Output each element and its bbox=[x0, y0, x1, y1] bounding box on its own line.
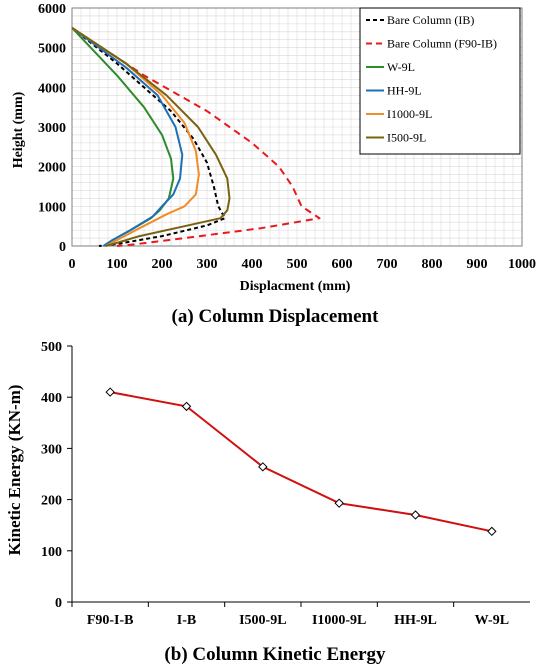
data-point-marker bbox=[181, 401, 192, 412]
series-line bbox=[71, 26, 200, 247]
legend-label: Bare Column (IB) bbox=[387, 13, 474, 27]
x-tick-label: 900 bbox=[467, 257, 488, 272]
y-tick-label: 3000 bbox=[38, 121, 66, 136]
x-tick-label: 0 bbox=[69, 257, 76, 272]
legend-label: HH-9L bbox=[387, 84, 422, 98]
legend-label: I1000-9L bbox=[387, 107, 432, 121]
legend-label: Bare Column (F90-IB) bbox=[387, 37, 497, 51]
series-line bbox=[71, 27, 226, 247]
kinetic-series bbox=[105, 387, 497, 537]
kinetic-energy-chart: 0 100 200 300 400 500 F90-I-B I-B I500-9L I1000-… bbox=[5, 340, 530, 665]
x-tick-label: 200 bbox=[152, 257, 173, 272]
y-tick-label: 0 bbox=[59, 240, 66, 255]
series-line bbox=[71, 26, 231, 247]
displacement-y-label: Height (mm) bbox=[11, 91, 26, 168]
x-tick-label: W-9L bbox=[475, 613, 509, 628]
kinetic-x-ticks: F90-I-B I-B I500-9L I1000-9L HH-9L W-9L bbox=[71, 602, 509, 628]
displacement-chart: 0 100 200 300 400 500 600 700 800 900 1000 0 1000 20… bbox=[11, 2, 536, 327]
legend-label: I500-9L bbox=[387, 131, 426, 145]
data-point-marker bbox=[258, 462, 268, 472]
y-tick-label: 100 bbox=[41, 545, 62, 560]
displacement-x-label: Displacment (mm) bbox=[240, 279, 351, 294]
y-tick-label: 5000 bbox=[38, 42, 66, 57]
x-tick-label: 1000 bbox=[508, 257, 536, 272]
y-tick-label: 4000 bbox=[38, 81, 66, 96]
legend-box bbox=[359, 7, 521, 155]
x-tick-label: 400 bbox=[242, 257, 263, 272]
data-point-marker bbox=[334, 498, 344, 508]
displacement-y-ticks: 0 1000 2000 3000 4000 5000 6000 bbox=[38, 2, 66, 255]
x-tick-label: I-B bbox=[177, 613, 196, 628]
kinetic-line bbox=[110, 391, 493, 533]
displacement-series-group bbox=[71, 26, 321, 247]
data-point-marker bbox=[487, 526, 497, 537]
x-tick-label: 100 bbox=[107, 257, 128, 272]
kinetic-caption: (b) Column Kinetic Energy bbox=[164, 644, 386, 665]
x-tick-label: F90-I-B bbox=[87, 613, 134, 628]
y-tick-label: 500 bbox=[41, 340, 62, 355]
y-tick-label: 200 bbox=[41, 494, 62, 509]
y-tick-label: 1000 bbox=[38, 200, 66, 215]
x-tick-label: 600 bbox=[332, 257, 353, 272]
y-tick-label: 0 bbox=[55, 596, 62, 611]
x-tick-label: 800 bbox=[422, 257, 443, 272]
x-tick-label: I1000-9L bbox=[312, 613, 366, 628]
y-tick-label: 6000 bbox=[38, 2, 66, 17]
x-tick-label: 300 bbox=[197, 257, 218, 272]
y-tick-label: 400 bbox=[41, 391, 62, 406]
y-tick-label: 2000 bbox=[38, 161, 66, 176]
series-line bbox=[71, 26, 321, 247]
x-tick-label: I500-9L bbox=[239, 613, 286, 628]
x-tick-label: 500 bbox=[287, 257, 308, 272]
x-tick-label: HH-9L bbox=[394, 613, 437, 628]
kinetic-y-ticks: 0 100 200 300 400 500 bbox=[41, 340, 72, 611]
data-point-marker bbox=[105, 387, 115, 397]
x-tick-label: 700 bbox=[377, 257, 398, 272]
data-point-marker bbox=[410, 510, 421, 520]
displacement-grid bbox=[71, 7, 523, 247]
displacement-x-ticks: 0 100 200 300 400 500 600 700 800 900 1000 bbox=[69, 257, 537, 272]
kinetic-y-label: Kinetic Energy (KN-m) bbox=[5, 385, 24, 556]
displacement-plot-frame bbox=[71, 7, 523, 247]
y-tick-label: 300 bbox=[41, 442, 62, 457]
legend-label: W-9L bbox=[387, 60, 415, 74]
series-line bbox=[71, 26, 184, 247]
displacement-caption: (a) Column Displacement bbox=[172, 306, 380, 327]
displacement-legend: Bare Column (IB) Bare Column (F90-IB) W-9L… bbox=[359, 7, 521, 155]
